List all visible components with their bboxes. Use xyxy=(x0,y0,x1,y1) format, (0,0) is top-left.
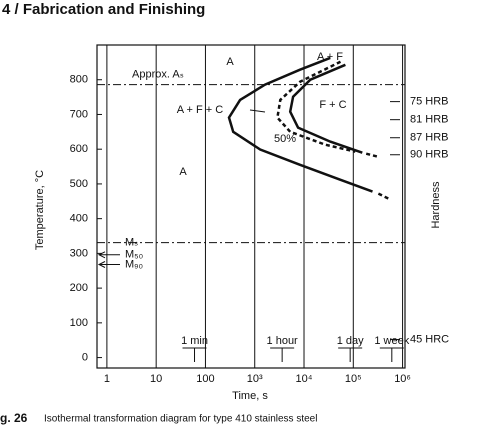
y-axis-label: Temperature, °C xyxy=(34,170,46,250)
region-label: A xyxy=(179,166,187,178)
arrow-label: M₉₀ xyxy=(125,258,143,270)
leader-line xyxy=(249,109,266,113)
hardness-label: 45 HRC xyxy=(410,333,449,345)
y-tick-label: 600 xyxy=(70,143,88,155)
curve xyxy=(377,192,389,200)
curve xyxy=(288,63,363,154)
curve xyxy=(276,60,356,153)
region-label: A xyxy=(226,56,234,68)
time-marker xyxy=(270,347,295,362)
caption-number: g. 26 xyxy=(0,411,28,425)
x-axis-label: Time, s xyxy=(232,390,268,402)
region-label: F + C xyxy=(319,99,346,111)
time-marker-label: 1 day xyxy=(337,335,364,347)
region-label: A + F xyxy=(317,51,343,63)
region-label: 50% xyxy=(274,133,296,145)
time-marker xyxy=(338,347,363,362)
x-tick-label: 10⁶ xyxy=(394,373,411,385)
x-tick-label: 1 xyxy=(104,373,110,385)
hardness-label: 90 HRB xyxy=(410,149,449,161)
y-tick-label: 0 xyxy=(82,351,88,363)
time-marker-label: 1 week xyxy=(374,335,409,347)
arrow xyxy=(97,261,120,268)
time-marker-label: 1 min xyxy=(181,335,208,347)
y-tick-label: 400 xyxy=(70,213,88,225)
time-marker-label: 1 hour xyxy=(267,335,299,347)
reference-label: Mₛ xyxy=(125,237,138,249)
time-marker xyxy=(182,347,207,362)
x-tick-label: 10⁴ xyxy=(296,373,313,385)
time-marker xyxy=(379,347,404,362)
y-tick-label: 800 xyxy=(70,74,88,86)
arrow-label: M₅₀ xyxy=(125,249,143,261)
y-tick-label: 100 xyxy=(70,317,88,329)
x-tick-label: 100 xyxy=(196,373,214,385)
region-label: A + F + C xyxy=(177,104,224,116)
reference-label: Approx. Aₛ xyxy=(132,68,184,80)
y-tick-label: 500 xyxy=(70,178,88,190)
x-tick-label: 10 xyxy=(150,373,162,385)
plot-frame xyxy=(96,44,406,369)
curve xyxy=(365,152,379,159)
curve xyxy=(227,56,373,193)
x-tick-label: 10⁵ xyxy=(345,373,362,385)
y-tick-label: 700 xyxy=(70,108,88,120)
x-tick-label: 10³ xyxy=(247,373,263,385)
hardness-label: 87 HRB xyxy=(410,132,449,144)
y-tick-label: 200 xyxy=(70,282,88,294)
y-tick-label: 300 xyxy=(70,247,88,259)
y2-axis-label: Hardness xyxy=(430,181,442,229)
hardness-label: 81 HRB xyxy=(410,114,449,126)
caption-text: Isothermal transformation diagram for ty… xyxy=(44,414,317,425)
header: 4 / Fabrication and Finishing xyxy=(2,1,205,18)
arrow xyxy=(97,251,120,259)
hardness-label: 75 HRB xyxy=(410,96,449,108)
